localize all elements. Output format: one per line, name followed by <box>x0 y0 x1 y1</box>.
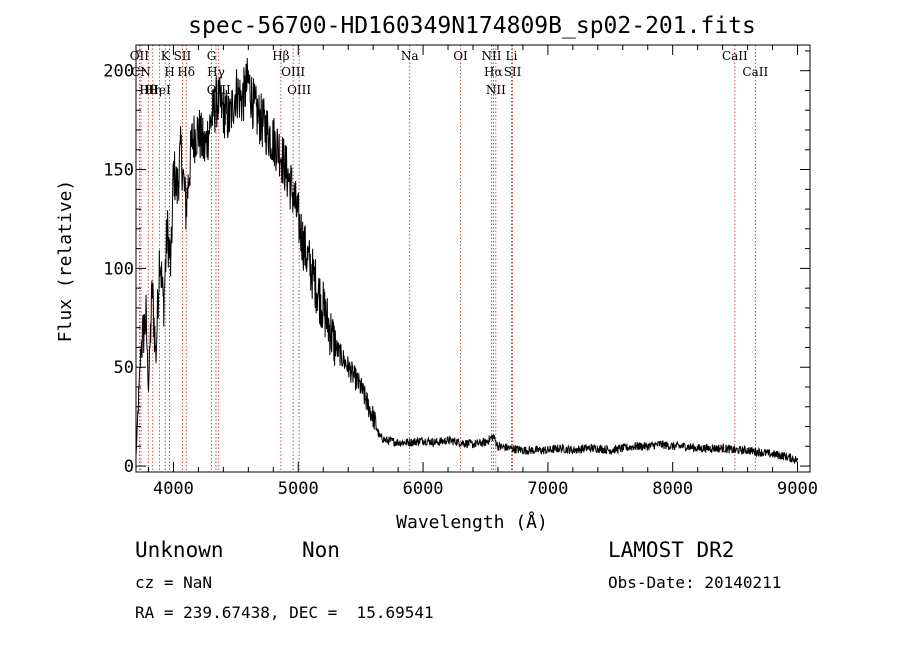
x-tick-label: 7000 <box>527 479 568 499</box>
y-axis-label: Flux (relative) <box>55 180 76 343</box>
line-mark-label: NII <box>486 83 506 97</box>
y-tick-label: 150 <box>103 161 134 181</box>
line-mark-label: Li <box>506 49 518 63</box>
class-label: Unknown <box>135 538 224 562</box>
redshift-label: cz = NaN <box>135 573 213 592</box>
line-mark-label: Hθ <box>139 83 157 97</box>
line-mark-label: SII <box>504 65 522 79</box>
line-mark-label: H <box>164 65 174 79</box>
x-axis-label: Wavelength (Å) <box>396 511 548 533</box>
x-tick-label: 9000 <box>777 479 818 499</box>
line-mark-label: OI <box>453 49 468 63</box>
series-group <box>135 57 798 465</box>
line-mark-label: Hη <box>144 83 162 97</box>
obs-date-label: Obs-Date: 20140211 <box>608 573 782 592</box>
line-mark-label: CaII <box>742 65 768 79</box>
subclass-label: Non <box>302 538 340 562</box>
line-mark-label: SII <box>174 49 192 63</box>
y-tick-label: 100 <box>103 259 134 279</box>
x-tick-label: 4000 <box>153 479 194 499</box>
line-mark-label: Hβ <box>272 49 289 63</box>
line-mark-label: K <box>161 49 171 63</box>
line-mark-label: Hγ <box>207 65 225 79</box>
survey-label: LAMOST DR2 <box>608 538 735 562</box>
spectrum-line <box>135 57 798 465</box>
line-mark-label: OIII <box>287 83 311 97</box>
y-tick-label: 50 <box>114 358 134 378</box>
chart-title: spec-56700-HD160349N174809B_sp02-201.fit… <box>188 13 756 39</box>
line-mark-label: CaII <box>722 49 748 63</box>
x-axis: 4000 5000 6000 7000 8000 9000 <box>147 45 818 499</box>
line-mark-label: HeI <box>148 83 171 97</box>
line-mark-label: Hα <box>484 65 503 79</box>
coordinates-label: RA = 239.67438, DEC = 15.69541 <box>135 603 434 622</box>
x-tick-label: 5000 <box>278 479 319 499</box>
x-tick-label: 6000 <box>403 479 444 499</box>
line-mark-label: Na <box>401 49 419 63</box>
x-tick-label: 8000 <box>652 479 693 499</box>
y-axis: 0 50 100 150 200 <box>103 50 810 477</box>
y-tick-label: 0 <box>124 457 134 477</box>
line-mark-label: NII <box>481 49 501 63</box>
line-mark-label: OII <box>130 49 150 63</box>
line-mark-label: G <box>207 49 217 63</box>
line-mark-label: OIII <box>281 65 305 79</box>
line-mark-label: Hδ <box>177 65 195 79</box>
y-tick-label: 200 <box>103 62 134 82</box>
